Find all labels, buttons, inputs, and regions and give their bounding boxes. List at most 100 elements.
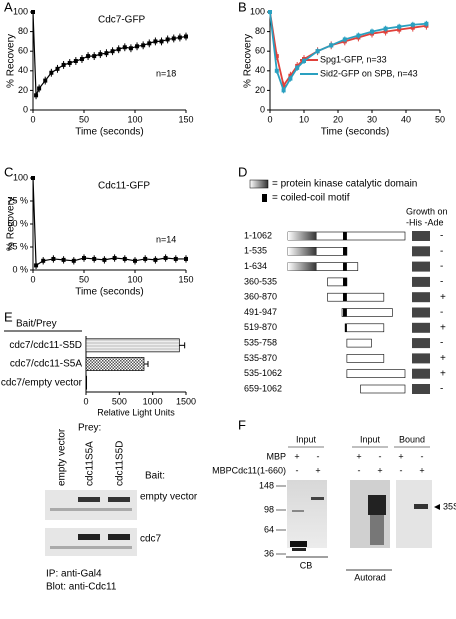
construct (341, 308, 393, 317)
point (163, 256, 168, 261)
y-tick-label: 75 % (7, 195, 28, 205)
construct (327, 292, 385, 302)
panel-letter: D (238, 164, 247, 179)
point (34, 263, 39, 268)
panel-letter: C (4, 164, 13, 179)
y-tick-label: 80 (18, 26, 28, 36)
construct (346, 338, 372, 348)
construct-label: 1-634 (244, 261, 267, 271)
bar (85, 375, 88, 390)
point (315, 49, 320, 54)
x-tick-label: 50 (79, 114, 89, 124)
point (104, 51, 109, 56)
sign: - (296, 465, 299, 475)
lane-header: Bound (399, 434, 425, 444)
growth-spot (412, 353, 430, 364)
y-tick-label: 25 % (7, 241, 28, 251)
point (171, 36, 176, 41)
x-tick-label: 30 (367, 114, 377, 124)
band (50, 508, 132, 511)
row-label: MBP (266, 451, 286, 461)
blot (45, 490, 137, 520)
sign: - (421, 451, 424, 461)
y-tick-label: 60 (18, 46, 28, 56)
point (281, 83, 286, 88)
point (153, 39, 158, 44)
point (184, 34, 188, 39)
growth-spot (412, 231, 430, 241)
point (302, 59, 306, 63)
gel (287, 480, 327, 548)
series-line (269, 11, 427, 93)
point (141, 43, 146, 48)
y-tick-label: 50 % (7, 218, 28, 228)
x-tick-label: 0 (267, 114, 272, 124)
legend-label: = protein kinase catalytic domain (272, 179, 417, 190)
point (79, 57, 84, 62)
y-tick-label: 60 (255, 46, 265, 56)
x-tick-label: 50 (79, 274, 89, 284)
point (41, 258, 46, 263)
sign: - (317, 451, 320, 461)
x-tick-label: 20 (333, 114, 343, 124)
coiled-coil (343, 262, 347, 271)
point (122, 45, 127, 50)
caption: CB (300, 560, 313, 570)
growth: + (440, 292, 446, 303)
annotation: n=14 (156, 234, 176, 244)
sign: + (419, 465, 424, 475)
x-tick-label: 0 (83, 396, 88, 406)
chart-title: Cdc11-GFP (98, 181, 150, 192)
band (290, 541, 307, 547)
growth-header: -His -Ade (406, 217, 444, 227)
x-tick-label: 1000 (143, 396, 163, 406)
category-label: cdc7/cdc11-S5D (9, 340, 82, 351)
point (67, 60, 72, 65)
point (110, 49, 115, 54)
point (31, 176, 35, 180)
gel (396, 480, 432, 548)
lane-label: empty vector (57, 428, 68, 486)
construct-label: 491-947 (244, 307, 277, 317)
point (51, 256, 56, 261)
lane-label: cdc11S5A (85, 441, 96, 486)
growth-spot (412, 292, 430, 303)
point (281, 88, 286, 93)
point (31, 10, 35, 14)
growth-spot (412, 276, 430, 287)
growth: - (440, 261, 443, 272)
marker-label: 98 (264, 504, 274, 514)
point (122, 256, 127, 261)
construct (346, 354, 385, 363)
x-tick-label: 0 (30, 274, 35, 284)
sign: + (294, 451, 299, 461)
band (368, 495, 386, 515)
growth: - (440, 307, 443, 318)
point (147, 41, 152, 46)
blot-images (45, 490, 137, 556)
x-axis-label: Time (seconds) (75, 287, 144, 298)
marker-label: 148 (259, 480, 274, 490)
y-tick-label: 80 (255, 26, 265, 36)
panel-letter: F (238, 417, 246, 432)
band (78, 497, 100, 502)
construct-label: 659-1062 (244, 383, 282, 393)
panel-letter: B (238, 0, 247, 14)
point (177, 35, 182, 40)
construct-label: 1-1062 (244, 230, 272, 240)
x-tick-label: 100 (127, 274, 142, 284)
lane-header: Input (360, 434, 381, 444)
lane-header: Input (296, 434, 317, 444)
y-axis-label: % Recovery (243, 34, 254, 88)
construct-label: 535-870 (244, 353, 277, 363)
band (414, 504, 428, 509)
panel-letter: E (4, 309, 13, 324)
coiled-coil (343, 308, 347, 317)
point (153, 257, 158, 262)
point (37, 86, 42, 91)
sign: - (379, 451, 382, 461)
growth: - (440, 231, 443, 242)
construct (344, 323, 385, 333)
growth-spot (412, 368, 430, 379)
